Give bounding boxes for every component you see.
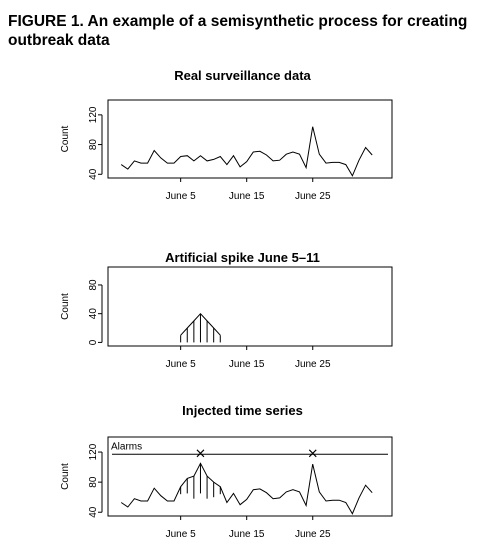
panel3-frame <box>107 436 393 517</box>
panel2-y-tick-label-2: 80 <box>88 279 99 291</box>
panel1-title: Real surveillance data <box>174 68 311 83</box>
panel1-y-axis-label: Count <box>60 125 71 152</box>
panel1-series-line <box>120 126 373 177</box>
panel2-y-axis-label: Count <box>60 293 71 320</box>
panel2-x-tick-label-0: June 5 <box>166 359 196 370</box>
panel3-series-line <box>120 462 373 515</box>
panel3-x-tick-label-0: June 5 <box>166 529 196 540</box>
panel1-y-tick-label-1: 80 <box>88 139 99 151</box>
figure-title: FIGURE 1. An example of a semisynthetic … <box>8 13 468 49</box>
panel3-y-tick-label-2: 120 <box>88 443 99 460</box>
panel3-alarms-label: Alarms <box>111 441 142 452</box>
panel3-title: Injected time series <box>182 403 303 418</box>
panel1-frame <box>107 99 393 179</box>
panel1-x-tick-label-2: June 25 <box>295 191 331 202</box>
panel3-alarm-marker-1 <box>308 449 317 458</box>
panel3-alarm-marker-0 <box>196 449 205 458</box>
panel3-y-tick-label-0: 40 <box>88 506 99 518</box>
panel1-y-tick-label-2: 120 <box>88 106 99 123</box>
panel2-title: Artificial spike June 5–11 <box>165 250 320 265</box>
panel3-x-tick-label-2: June 25 <box>295 529 331 540</box>
panel1-x-tick-label-0: June 5 <box>166 191 196 202</box>
panel3-y-axis-label: Count <box>60 463 71 490</box>
panel2-x-tick-label-1: June 15 <box>229 359 265 370</box>
panel2-y-tick-label-0: 0 <box>88 339 99 345</box>
panel2-x-tick-label-2: June 25 <box>295 359 331 370</box>
panel2-y-tick-label-1: 40 <box>88 308 99 320</box>
panel2-frame <box>107 266 393 347</box>
panel3-x-tick-label-1: June 15 <box>229 529 265 540</box>
panel1-y-tick-label-0: 40 <box>88 168 99 180</box>
panel1-x-tick-label-1: June 15 <box>229 191 265 202</box>
panel3-y-tick-label-1: 80 <box>88 476 99 488</box>
